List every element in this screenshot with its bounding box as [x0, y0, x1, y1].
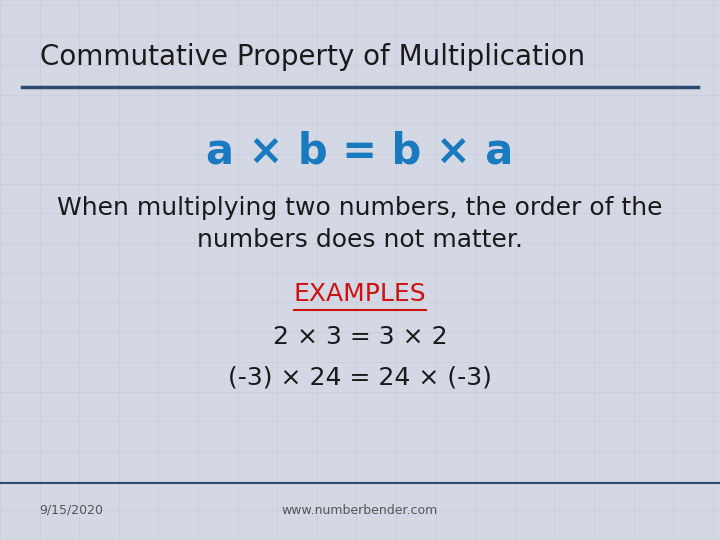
Text: 9/15/2020: 9/15/2020	[40, 504, 104, 517]
Text: (-3) × 24 = 24 × (-3): (-3) × 24 = 24 × (-3)	[228, 366, 492, 390]
Text: Commutative Property of Multiplication: Commutative Property of Multiplication	[40, 43, 585, 71]
Text: 2 × 3 = 3 × 2: 2 × 3 = 3 × 2	[273, 326, 447, 349]
Text: numbers does not matter.: numbers does not matter.	[197, 228, 523, 252]
Text: a × b = b × a: a × b = b × a	[207, 130, 513, 172]
Text: EXAMPLES: EXAMPLES	[294, 282, 426, 306]
Text: When multiplying two numbers, the order of the: When multiplying two numbers, the order …	[58, 196, 662, 220]
Text: www.numberbender.com: www.numberbender.com	[282, 504, 438, 517]
